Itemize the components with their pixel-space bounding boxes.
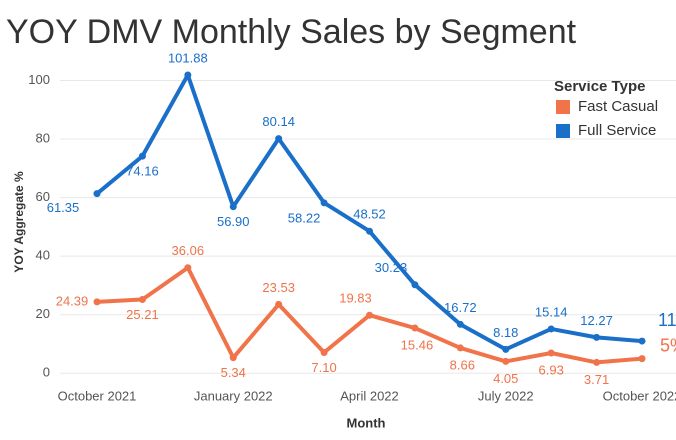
data-point [502, 357, 510, 365]
data-label: 6.93 [539, 362, 564, 377]
data-label: 16.72 [444, 300, 477, 315]
data-label: 36.06 [172, 243, 205, 258]
data-label: 101.88 [168, 50, 208, 65]
data-point [275, 135, 283, 143]
y-tick-label: 20 [36, 306, 50, 321]
data-point [411, 324, 419, 332]
data-point [456, 320, 464, 328]
legend-swatch [556, 100, 570, 114]
data-point [138, 295, 146, 303]
data-label: 5.34 [221, 365, 246, 380]
data-label: 19.83 [339, 291, 372, 306]
data-label: 8.66 [450, 357, 475, 372]
data-point [320, 199, 328, 207]
data-point [366, 311, 373, 319]
data-label: 15.46 [401, 337, 434, 352]
data-label: 30.23 [375, 260, 408, 275]
data-point [184, 264, 192, 272]
data-point [138, 152, 146, 160]
y-tick-label: 60 [36, 189, 50, 204]
data-label: 74.16 [126, 164, 159, 179]
x-tick-label: July 2022 [478, 388, 534, 403]
data-point [593, 358, 601, 366]
legend-label: Fast Casual [578, 98, 658, 115]
data-point [275, 300, 283, 308]
y-axis-label: YOY Aggregate % [12, 171, 26, 273]
legend-label: Full Service [578, 122, 656, 139]
data-point [229, 203, 237, 211]
legend-swatch [556, 124, 570, 138]
data-point [456, 344, 464, 352]
data-point [638, 337, 646, 345]
y-tick-label: 100 [28, 72, 50, 87]
y-tick-label: 0 [43, 365, 50, 380]
x-tick-label: October 2022 [603, 388, 676, 403]
x-tick-label: January 2022 [194, 388, 273, 403]
data-point [366, 227, 373, 235]
data-point [411, 281, 419, 289]
data-point [229, 354, 237, 362]
data-label: 3.71 [584, 372, 609, 387]
data-point [184, 71, 192, 79]
data-label: 56.90 [217, 214, 250, 229]
x-axis-label: Month [347, 415, 386, 430]
data-label: 5% [660, 335, 676, 355]
data-label: 4.05 [493, 371, 518, 386]
x-tick-label: October 2021 [58, 388, 137, 403]
y-tick-label: 40 [36, 248, 50, 263]
data-point [93, 298, 101, 306]
data-label: 58.22 [288, 210, 321, 225]
data-point [638, 355, 646, 363]
data-label: 15.14 [535, 304, 568, 319]
data-label: 7.10 [311, 360, 336, 375]
data-label: 24.39 [56, 293, 89, 308]
data-point [593, 333, 601, 341]
data-label: 12.27 [580, 313, 613, 328]
y-tick-label: 80 [36, 130, 50, 145]
x-tick-label: April 2022 [340, 388, 399, 403]
data-label: 11% [658, 310, 676, 330]
data-label: 23.53 [262, 280, 295, 295]
data-label: 25.21 [126, 307, 159, 322]
data-label: 61.35 [47, 200, 80, 215]
data-point [547, 325, 555, 333]
data-point [93, 190, 101, 198]
data-label: 80.14 [262, 114, 295, 129]
legend-title: Service Type [554, 78, 645, 95]
chart-title: YOY DMV Monthly Sales by Segment [6, 13, 577, 51]
data-label: 8.18 [493, 325, 518, 340]
data-point [320, 349, 328, 356]
data-label: 48.52 [353, 207, 386, 222]
data-point [547, 349, 555, 357]
data-point [502, 345, 510, 353]
